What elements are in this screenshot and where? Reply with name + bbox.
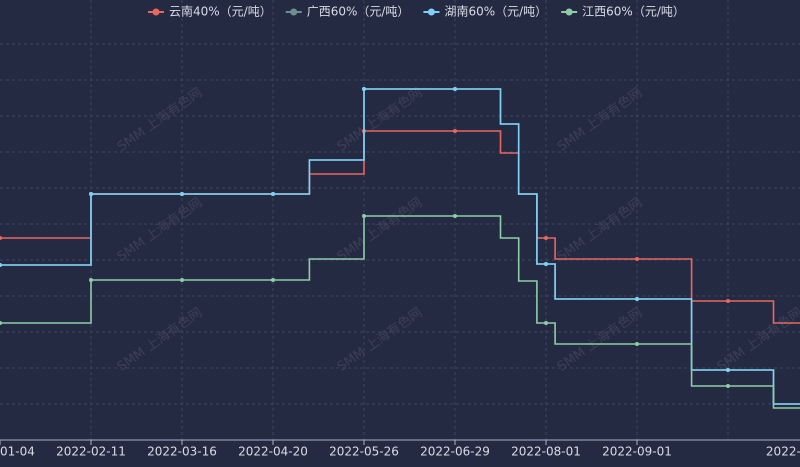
x-tick-label: 2022-08-01 (511, 445, 581, 459)
x-tick-label: 2022-03-16 (147, 445, 217, 459)
point (180, 278, 184, 282)
x-tick-label: 2022-04-20 (238, 445, 308, 459)
point (0, 263, 2, 267)
point (0, 321, 2, 325)
point (362, 214, 366, 218)
watermark: SMM 上海有色网 (114, 194, 205, 264)
x-tick-label: 2022-05-26 (329, 445, 399, 459)
point (271, 278, 275, 282)
point (180, 192, 184, 196)
watermark: SMM 上海有色网 (334, 84, 425, 154)
legend-dot (427, 8, 435, 16)
series-line (0, 88, 800, 405)
legend-item: 广西60%（元/吨） (285, 5, 410, 19)
watermark: SMM 上海有色网 (114, 84, 205, 154)
legend-item: 湖南60%（元/吨） (423, 4, 547, 19)
watermark: SMM 上海有色网 (554, 194, 645, 264)
point (726, 299, 730, 303)
legend-label: 湖南60%（元/吨） (444, 4, 547, 19)
point (726, 368, 730, 372)
watermark: SMM 上海有色网 (554, 304, 645, 374)
watermark: SMM 上海有色网 (714, 304, 800, 374)
x-tick-label: 2022-06-29 (420, 445, 490, 459)
watermark: SMM 上海有色网 (114, 304, 205, 374)
x-tick-label: 2022-02-11 (56, 445, 126, 459)
point (453, 129, 457, 133)
point (271, 192, 275, 196)
point (726, 384, 730, 388)
point (89, 278, 93, 282)
legend-dot (152, 8, 160, 16)
point (0, 236, 2, 240)
point (453, 214, 457, 218)
x-tick-label: 2022-10-13 (766, 445, 800, 459)
point (544, 236, 548, 240)
legend-label: 广西60%（元/吨） (307, 5, 410, 19)
watermark: SMM 上海有色网 (554, 84, 645, 154)
series-line (0, 130, 800, 324)
watermark: SMM 上海有色网 (334, 194, 425, 264)
point (453, 87, 457, 91)
watermark: SMM 上海有色网 (334, 304, 425, 374)
legend-item: 云南40%（元/吨） (148, 4, 272, 19)
x-tick-label: 2022-01-04 (0, 445, 35, 459)
legend-label: 云南40%（元/吨） (169, 4, 272, 19)
series-line (0, 88, 800, 405)
point (635, 342, 639, 346)
legend-label: 江西60%（元/吨） (582, 5, 685, 19)
point (635, 297, 639, 301)
point (89, 192, 93, 196)
point (635, 257, 639, 261)
legend-dot (565, 8, 573, 16)
x-tick-label: 2022-09-01 (602, 445, 672, 459)
point (544, 262, 548, 266)
series-line (0, 215, 800, 409)
point (544, 321, 548, 325)
legend-item: 江西60%（元/吨） (561, 5, 685, 19)
point (362, 87, 366, 91)
legend-dot (290, 8, 298, 16)
